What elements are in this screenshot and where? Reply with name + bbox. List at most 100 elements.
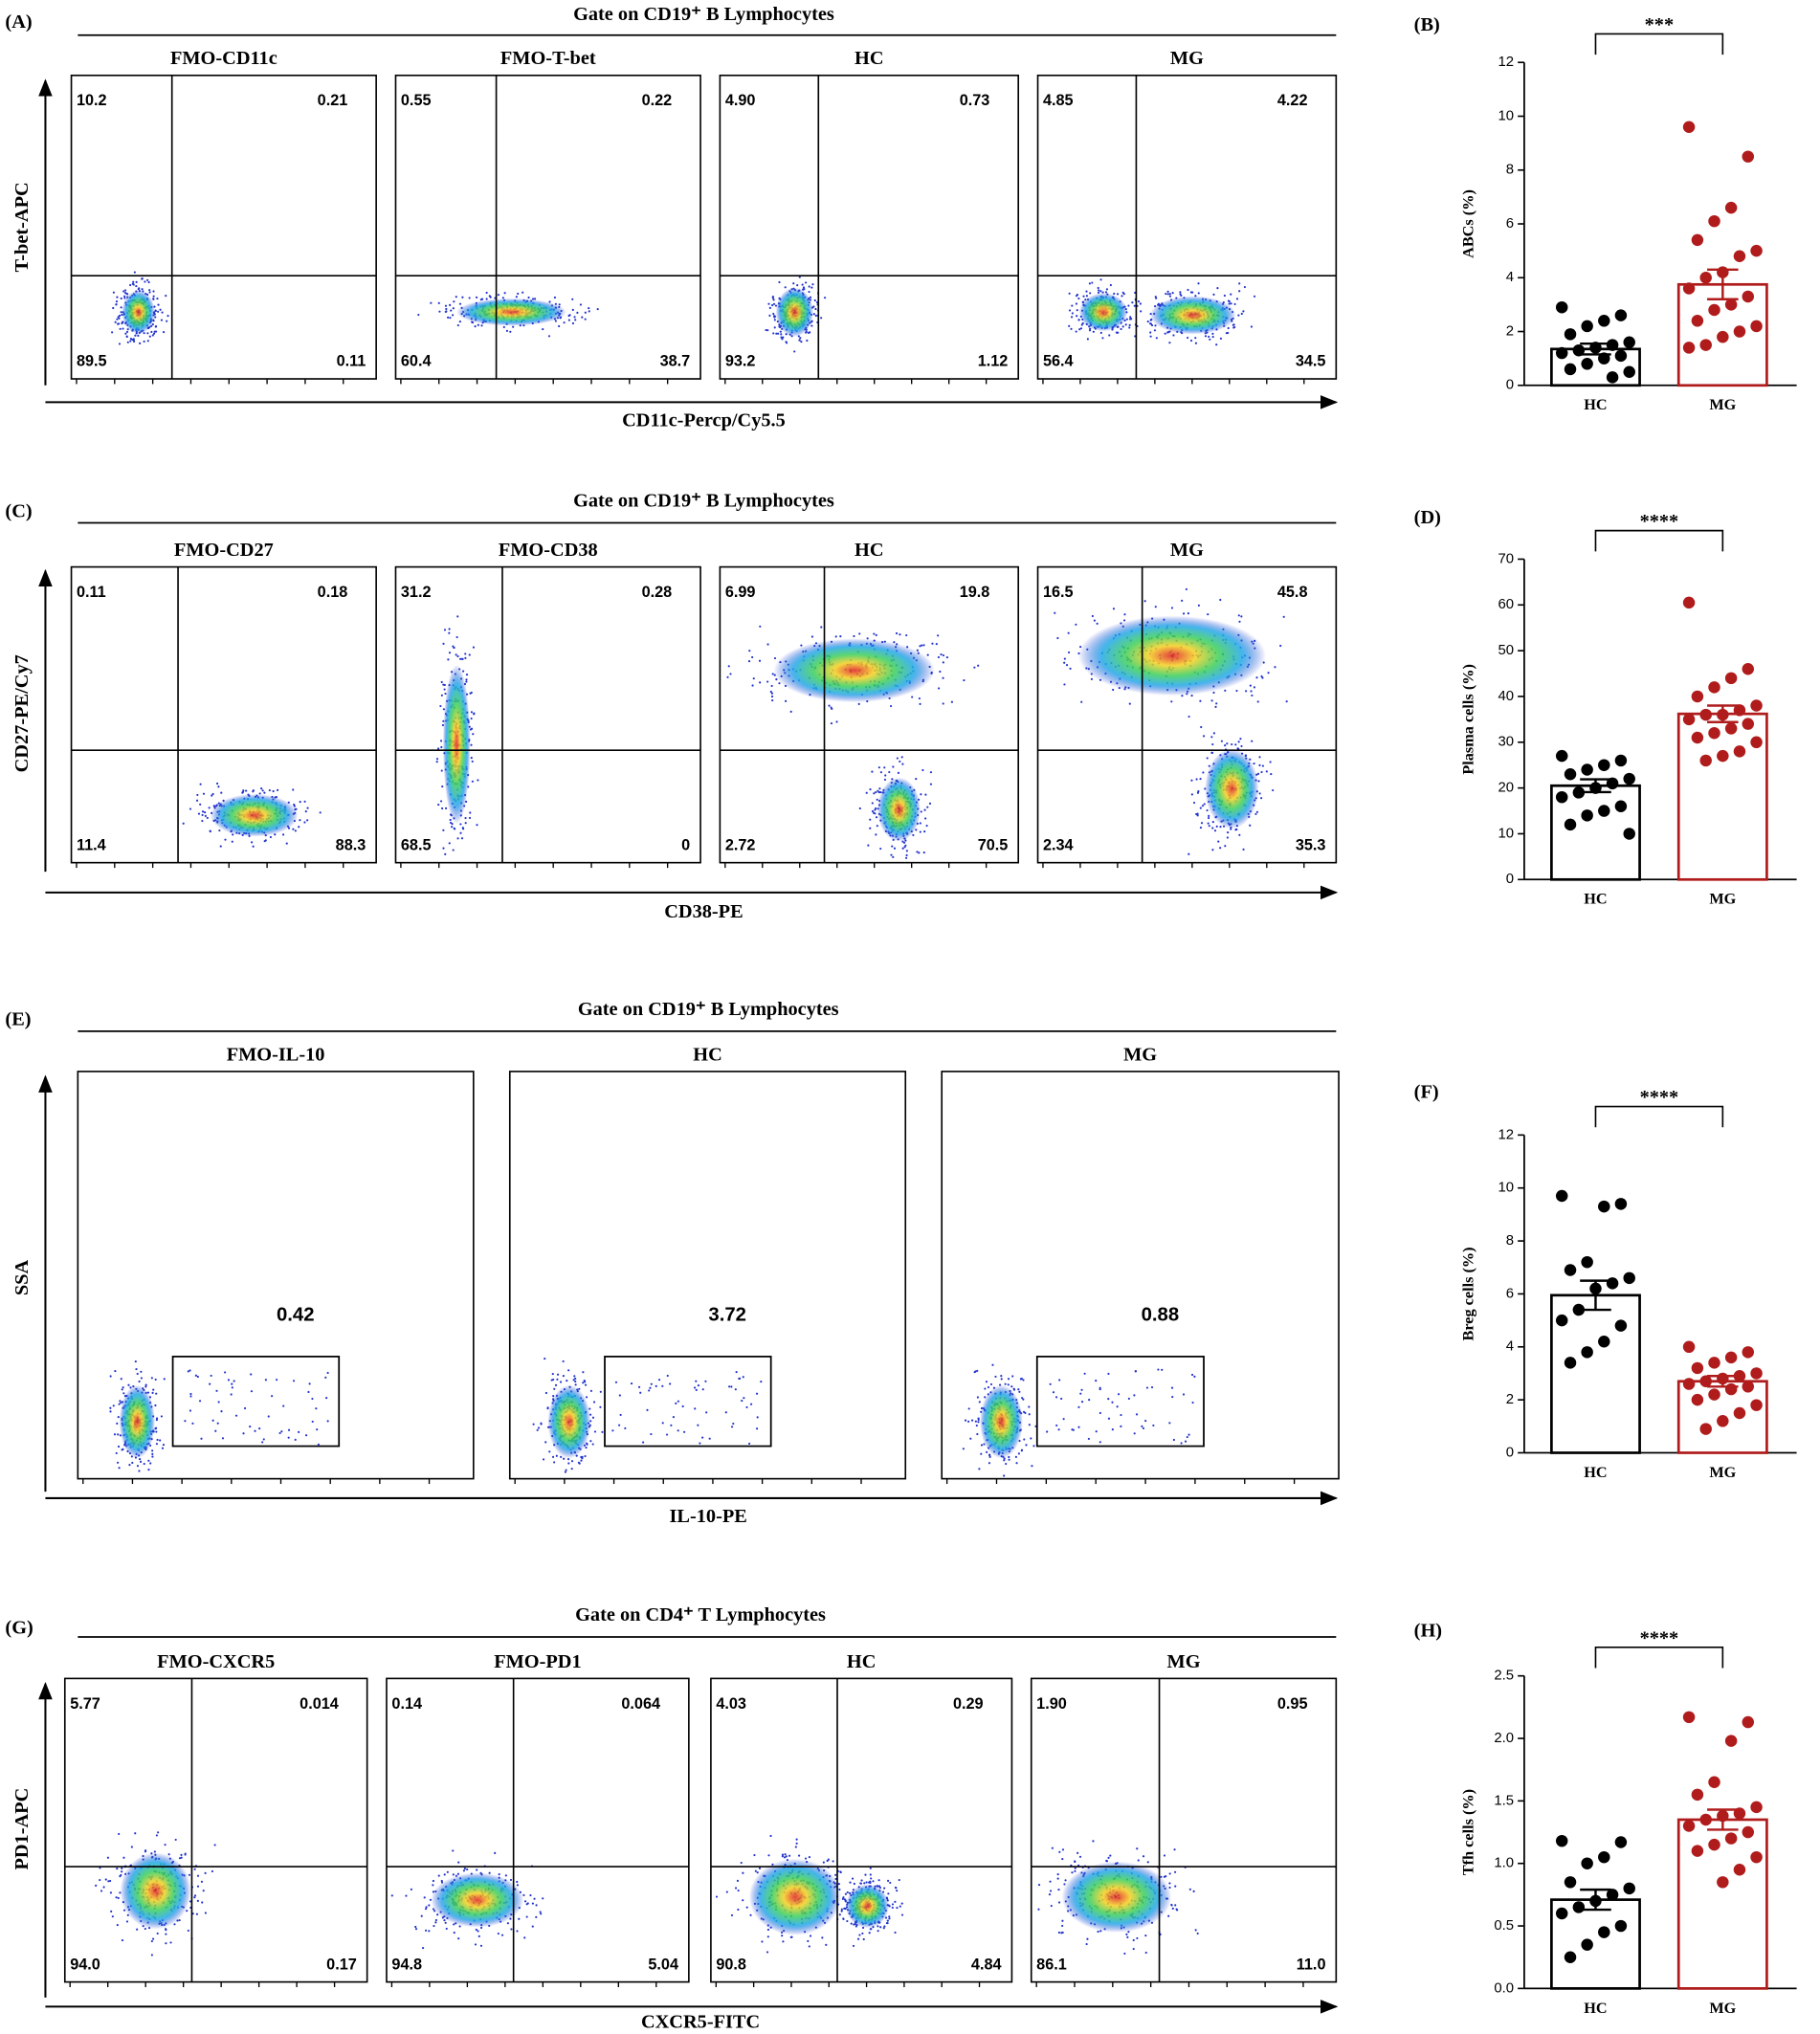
density-core xyxy=(119,1384,155,1459)
event-dot xyxy=(751,655,754,659)
event-dot xyxy=(619,1413,622,1416)
event-dot xyxy=(464,816,467,820)
event-dot xyxy=(1165,292,1167,296)
event-dot xyxy=(1187,715,1190,719)
event-dot xyxy=(1151,323,1154,327)
quadrant-value: 0.17 xyxy=(326,1956,357,1973)
event-dot xyxy=(985,1381,988,1383)
event-dot xyxy=(550,1379,553,1382)
event-dot xyxy=(1092,330,1095,333)
event-dot xyxy=(794,1846,797,1848)
event-dot xyxy=(435,758,439,761)
event-dot xyxy=(451,826,454,829)
event-dot xyxy=(1022,1410,1026,1413)
quadrant-value: 0.014 xyxy=(300,1695,339,1713)
event-dot xyxy=(452,1849,455,1852)
event-dot xyxy=(891,1906,894,1910)
event-dot xyxy=(1096,622,1099,625)
event-dot xyxy=(808,290,810,294)
event-dot xyxy=(683,1430,686,1433)
event-dot xyxy=(1195,778,1198,781)
event-dot xyxy=(1071,312,1074,315)
event-dot xyxy=(877,790,880,794)
event-dot xyxy=(317,1443,320,1446)
quadrant-value: 45.8 xyxy=(1277,584,1308,601)
event-dot xyxy=(584,318,587,321)
event-dot xyxy=(835,720,838,723)
event-dot xyxy=(1067,651,1071,654)
event-dot xyxy=(117,1461,120,1464)
event-dot xyxy=(975,1424,978,1427)
event-dot xyxy=(1088,282,1091,285)
event-dot xyxy=(540,1912,543,1915)
event-dot xyxy=(1153,329,1157,332)
event-dot xyxy=(135,284,138,288)
event-dot xyxy=(1235,689,1238,693)
event-dot xyxy=(737,1908,740,1912)
event-dot xyxy=(515,296,518,298)
event-dot xyxy=(1206,757,1209,760)
event-dot xyxy=(766,1928,770,1932)
event-dot xyxy=(571,308,574,311)
event-dot xyxy=(441,807,444,810)
event-dot xyxy=(1056,636,1059,640)
event-dot xyxy=(699,1442,701,1445)
event-dot xyxy=(120,297,122,300)
event-dot xyxy=(562,1360,565,1363)
event-dot xyxy=(1127,1397,1130,1401)
event-dot xyxy=(153,1850,156,1853)
event-dot xyxy=(204,1912,207,1914)
event-dot xyxy=(858,632,861,635)
event-dot xyxy=(694,1407,697,1410)
event-dot xyxy=(807,331,810,334)
event-dot xyxy=(1070,327,1073,330)
event-dot xyxy=(1230,302,1232,305)
event-dot xyxy=(260,787,263,790)
event-dot xyxy=(504,1874,507,1877)
event-dot xyxy=(470,743,473,746)
event-dot xyxy=(1236,747,1239,750)
event-dot xyxy=(456,323,459,327)
event-dot xyxy=(1008,1458,1010,1461)
event-dot xyxy=(888,1917,891,1920)
event-dot xyxy=(135,280,138,283)
density-core xyxy=(748,1858,842,1935)
event-dot xyxy=(114,1370,117,1373)
event-dot xyxy=(157,310,160,313)
event-dot xyxy=(118,314,122,318)
event-dot xyxy=(768,306,771,309)
event-dot xyxy=(458,1925,461,1928)
event-dot xyxy=(1202,771,1205,774)
event-dot xyxy=(1107,1417,1111,1420)
event-dot xyxy=(784,286,787,289)
event-dot xyxy=(893,847,897,850)
event-dot xyxy=(871,809,875,813)
event-dot xyxy=(1215,343,1218,346)
event-dot xyxy=(624,1426,627,1430)
event-dot xyxy=(1260,797,1263,800)
event-dot xyxy=(876,825,878,828)
event-dot xyxy=(444,852,447,855)
event-dot xyxy=(756,1871,759,1874)
event-dot xyxy=(559,1381,563,1383)
event-dot xyxy=(911,696,914,698)
event-dot xyxy=(571,298,574,300)
event-dot xyxy=(440,769,443,772)
event-dot xyxy=(485,291,488,295)
event-dot xyxy=(204,814,207,817)
event-dot xyxy=(298,1430,300,1433)
event-dot xyxy=(1088,1399,1091,1402)
quadrant-value: 34.5 xyxy=(1296,353,1326,370)
event-dot xyxy=(445,1927,448,1930)
event-dot xyxy=(224,838,227,841)
plot-title: HC xyxy=(693,1044,722,1065)
event-dot xyxy=(675,1402,677,1404)
event-dot xyxy=(420,1914,423,1917)
event-dot xyxy=(471,780,474,783)
event-dot xyxy=(1099,1441,1101,1444)
event-dot xyxy=(465,674,469,676)
event-dot xyxy=(459,657,462,660)
event-dot xyxy=(1011,1375,1014,1378)
event-dot xyxy=(646,1408,649,1411)
